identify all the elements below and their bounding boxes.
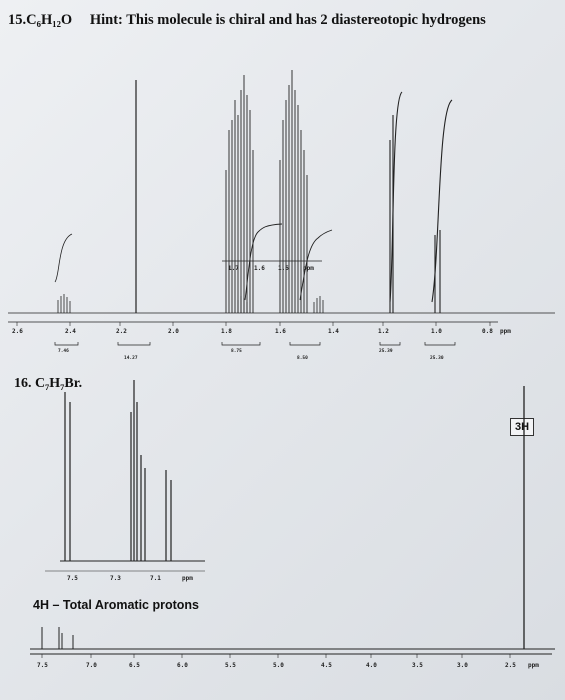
tick-label: 7.0: [86, 662, 97, 669]
peak-1-8-multiplet: [225, 75, 283, 313]
spectrum-16-tick-labels: 7.5 7.0 6.5 6.0 5.5 5.0 4.5 4.0 3.5 3.0 …: [37, 662, 539, 669]
tick-label: 1.0: [431, 328, 442, 335]
tick-label: 5.0: [273, 662, 284, 669]
tick-label: 3.5: [412, 662, 423, 669]
aromatic-full-scale: [41, 627, 74, 649]
peak-2-4-multiplet: [54, 233, 73, 313]
integral-value: 7.46: [58, 348, 69, 354]
tick-label: 4.5: [321, 662, 332, 669]
tick-label: 4.0: [366, 662, 377, 669]
inset-16-tick-labels: 7.5 7.3 7.1 ppm: [67, 575, 193, 582]
problem-16-heading: 16. C₇H₇Br.: [14, 376, 83, 391]
tick-label: 1.6: [275, 328, 286, 335]
integral-value: 14.27: [124, 355, 138, 361]
inset-tick-label: 7.3: [110, 575, 121, 582]
aromatic-protons-note: 4H – Total Aromatic protons: [33, 598, 199, 612]
tick-label: 5.5: [225, 662, 236, 669]
tick-label: ppm: [500, 328, 511, 335]
spectrum-15-integrals: 7.46 14.27 8.75 8.50 25.39 25.30: [58, 348, 444, 361]
inset-tick-label: 1.7: [228, 265, 239, 272]
aromatic-doublet-2: [165, 470, 172, 561]
spectrum-15-integral-brackets: [54, 342, 456, 346]
small-multiplets: [237, 296, 324, 313]
integral-value: 25.39: [379, 348, 393, 354]
tick-label: 6.5: [129, 662, 140, 669]
tick-label: 2.5: [505, 662, 516, 669]
aromatic-multiplet: [130, 380, 146, 561]
tick-label: 0.8: [482, 328, 493, 335]
integral-value: 25.30: [430, 355, 444, 361]
tick-label: 1.8: [221, 328, 232, 335]
integral-value: 8.75: [231, 348, 242, 354]
peak-1-1-triplet: [389, 91, 403, 313]
tick-label: 1.2: [378, 328, 389, 335]
aromatic-doublet-1: [64, 392, 71, 561]
problem-15-formula: C₆H₁₂O: [26, 12, 73, 28]
problem-15-hint: Hint: This molecule is chiral and has 2 …: [89, 12, 486, 28]
inset-tick-label: 1.6: [254, 265, 265, 272]
inset-tick-label: 7.1: [150, 575, 161, 582]
inset-tick-label: 7.5: [67, 575, 78, 582]
inset-tick-label: 1.5: [278, 265, 289, 272]
spectrum-15-tick-marks: [16, 322, 491, 326]
peak-0-9-doublet: [431, 99, 453, 313]
tick-label: 6.0: [177, 662, 188, 669]
tick-label: 2.0: [168, 328, 179, 335]
spectrum-15: [8, 70, 555, 346]
peak-1-5-multiplet: [279, 70, 333, 313]
spectrum-15-tick-labels: 2.6 2.4 2.2 2.0 1.8 1.6 1.4 1.2 1.0 0.8 …: [12, 328, 511, 335]
tick-label: 2.2: [116, 328, 127, 335]
tick-label: ppm: [528, 662, 539, 669]
problem-15-heading: 15.C₆H₁₂O Hint: This molecule is chiral …: [8, 12, 486, 29]
inset-tick-label: ppm: [303, 265, 314, 272]
spectrum-16: [30, 380, 555, 658]
problem-15-number: 15.: [8, 12, 27, 28]
spectrum-16-tick-marks: [41, 654, 511, 658]
tick-label: 7.5: [37, 662, 48, 669]
inset-tick-label: ppm: [182, 575, 193, 582]
integral-value: 8.50: [297, 355, 308, 361]
tick-label: 3.0: [457, 662, 468, 669]
inset-15-tick-labels: 1.7 1.6 1.5 ppm: [228, 265, 314, 272]
methyl-3h-label: 3H: [510, 418, 534, 436]
tick-label: 2.6: [12, 328, 23, 335]
tick-label: 2.4: [65, 328, 76, 335]
tick-label: 1.4: [328, 328, 339, 335]
